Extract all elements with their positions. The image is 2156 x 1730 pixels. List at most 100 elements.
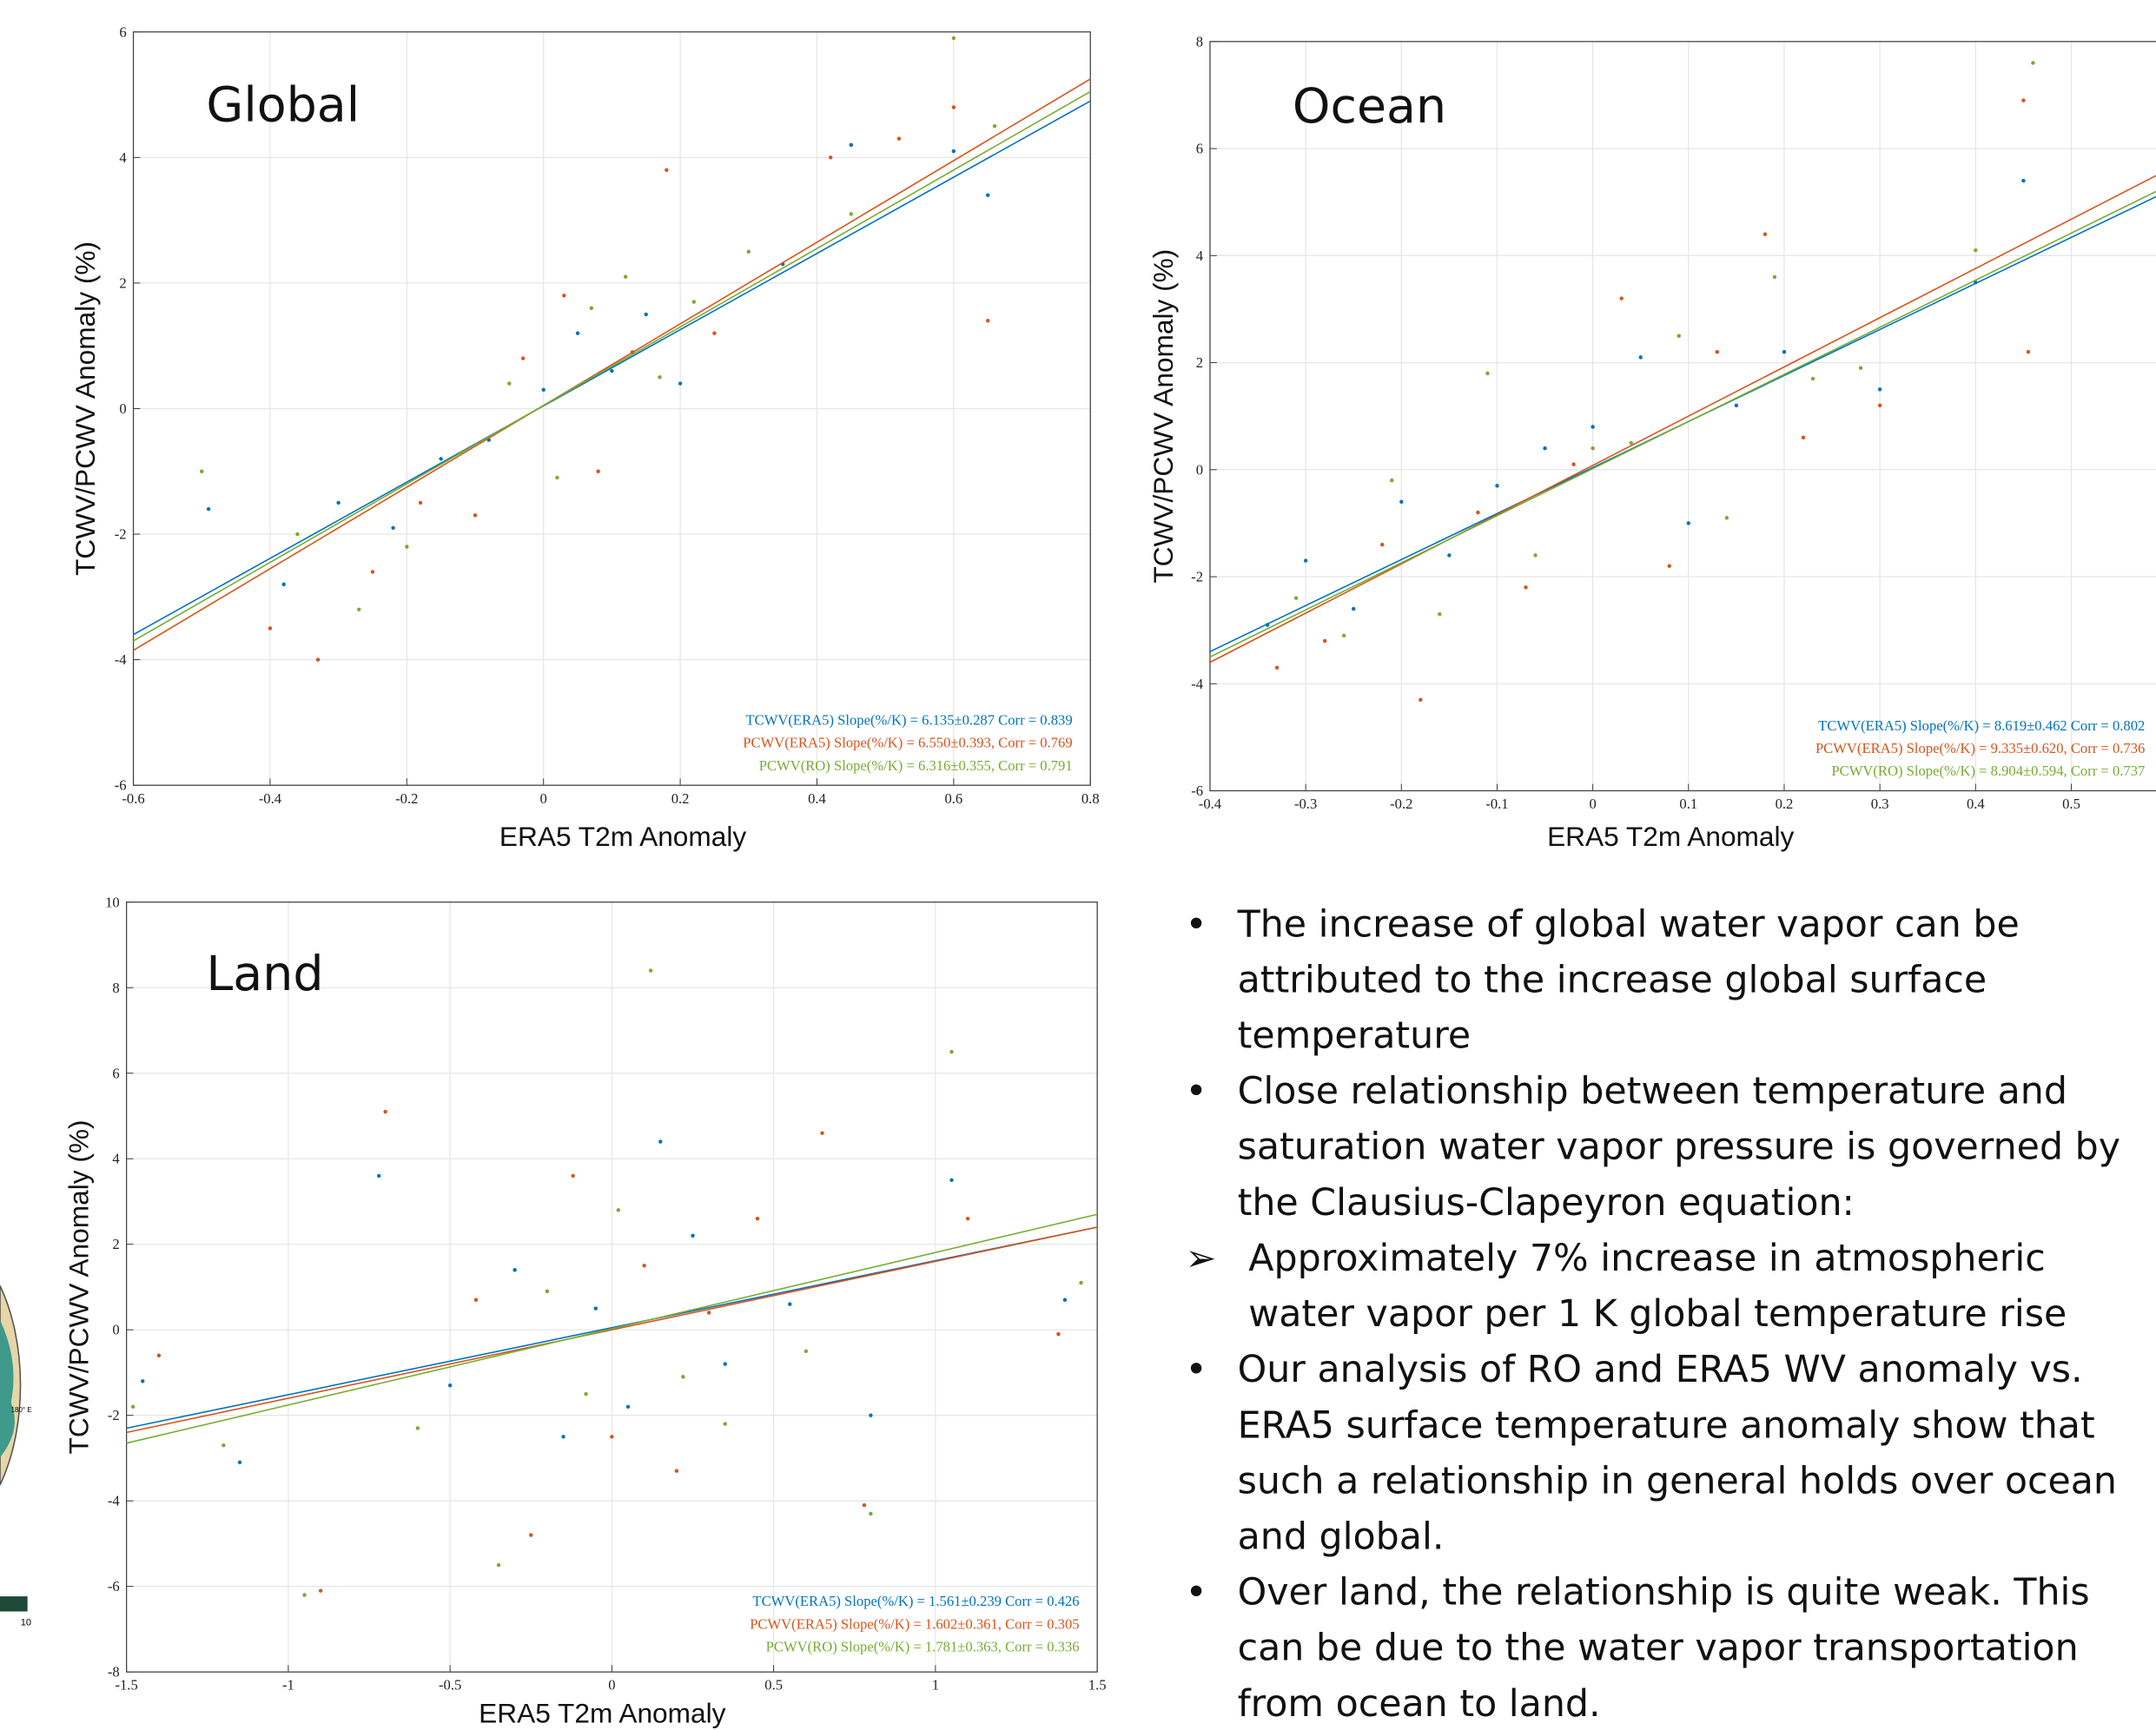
scatter-point: [1275, 666, 1279, 670]
scatter-point: [157, 1354, 161, 1357]
scatter-point: [1571, 462, 1575, 466]
scatter-point: [1725, 516, 1729, 519]
x-axis-label: ERA5 T2m Anomaly: [479, 1698, 725, 1729]
bullet-text: water vapor per 1 K global temperature r…: [1248, 1292, 2067, 1336]
y-tick-label: -4: [108, 1493, 121, 1509]
scatter-point: [302, 1593, 306, 1596]
colorbar: [0, 1596, 28, 1611]
lon-label: 180° E: [11, 1406, 32, 1414]
scatter-point: [590, 307, 593, 310]
scatter-point: [1485, 372, 1489, 375]
x-tick-label: 0.2: [1776, 796, 1794, 812]
scatter-point: [804, 1350, 808, 1353]
y-tick-label: -4: [115, 651, 128, 668]
scatter-point: [2021, 98, 2025, 102]
scatter-point: [952, 105, 956, 109]
bullet-text: Over land, the relationship is quite wea…: [1238, 1571, 2090, 1614]
scatter-point: [405, 545, 408, 548]
bullet-text: The increase of global water vapor can b…: [1237, 902, 2020, 946]
scatter-point: [986, 193, 989, 196]
bullet-text: from ocean to land.: [1238, 1682, 1601, 1726]
scatter-point: [507, 381, 511, 385]
bullet-text: ERA5 surface temperature anomaly show th…: [1238, 1403, 2095, 1447]
colorbar-label: 10: [21, 1617, 31, 1628]
scatter-point: [869, 1512, 872, 1515]
fit-annotation: TCWV(ERA5) Slope(%/K) = 6.135±0.287 Corr…: [746, 712, 1073, 729]
fit-annotation: TCWV(ERA5) Slope(%/K) = 1.561±0.239 Corr…: [752, 1593, 1079, 1609]
scatter-point: [675, 1469, 678, 1472]
scatter-point: [1447, 553, 1451, 557]
chart-title: Global: [206, 78, 360, 134]
x-tick-label: -0.2: [395, 790, 418, 807]
map-fragment: 180° E 10: [0, 1285, 31, 1628]
scatter-point: [1543, 446, 1546, 450]
scatter-point: [658, 1139, 662, 1143]
x-tick-label: -0.3: [1294, 796, 1317, 812]
x-tick-label: -0.4: [259, 790, 282, 807]
y-tick-label: -6: [1191, 782, 1203, 799]
y-axis-label: TCWV/PCWV Anomaly (%): [69, 241, 101, 576]
fit-annotation: PCWV(ERA5) Slope(%/K) = 9.335±0.620, Cor…: [1815, 740, 2145, 756]
x-tick-label: -0.5: [439, 1677, 461, 1694]
x-tick-label: 1.5: [1088, 1677, 1107, 1694]
scatter-point: [584, 1392, 587, 1396]
bullet-marker: •: [1185, 902, 1207, 946]
x-tick-label: 0.5: [2062, 796, 2080, 812]
scatter-point: [571, 1174, 574, 1178]
scatter-point: [707, 1311, 711, 1314]
y-tick-label: 6: [119, 23, 126, 40]
y-tick-label: -4: [1191, 676, 1204, 692]
bullet-text: the Clausius-Clapeyron equation:: [1238, 1181, 1855, 1225]
scatter-point: [238, 1461, 241, 1464]
scatter-point: [820, 1131, 823, 1134]
y-tick-label: 8: [1196, 33, 1203, 50]
scatter-point: [131, 1405, 135, 1409]
scatter-point: [391, 526, 394, 530]
chart: -0.4-0.3-0.2-0.100.10.20.30.40.50.6-6-4-…: [1147, 33, 2156, 851]
scatter-point: [1591, 446, 1594, 450]
scatter-point: [1438, 612, 1441, 616]
scatter-point: [1677, 334, 1681, 338]
scatter-point: [1390, 479, 1393, 482]
scatter-point: [649, 968, 652, 972]
scatter-point: [788, 1302, 791, 1305]
plot-area: [1210, 42, 2156, 791]
y-tick-label: -6: [115, 777, 127, 794]
scatter-point: [268, 626, 272, 630]
y-axis-label: TCWV/PCWV Anomaly (%): [1147, 249, 1179, 584]
scatter-point: [993, 124, 996, 128]
bullet-list: • The increase of global water vapor can …: [1185, 902, 2120, 1726]
scatter-point: [1878, 404, 1882, 407]
scatter-point: [562, 294, 565, 297]
slide: 180° E 10 -0.6-0.4-0.200.20.40.60.8-6-4-…: [0, 0, 2156, 1730]
scatter-point: [850, 143, 853, 147]
scatter-point: [383, 1110, 387, 1113]
scatter-point: [377, 1174, 380, 1178]
bullet-text: attributed to the increase global surfac…: [1238, 958, 1987, 1001]
scatter-point: [1639, 355, 1643, 359]
scatter-point: [1773, 275, 1776, 279]
scatter-point: [658, 375, 661, 379]
scatter-point: [336, 501, 340, 505]
x-tick-label: 0.3: [1871, 796, 1889, 812]
y-tick-label: 6: [112, 1065, 119, 1081]
y-tick-label: 2: [112, 1236, 119, 1252]
scatter-point: [1495, 484, 1498, 487]
scatter-point: [561, 1435, 565, 1438]
scatter-point: [2031, 61, 2034, 64]
scatter-point: [1763, 232, 1767, 235]
scatter-point: [419, 501, 422, 505]
scatter-point: [1878, 387, 1882, 391]
y-tick-label: -8: [108, 1664, 120, 1680]
scatter-point: [897, 136, 901, 140]
scatter-point: [1735, 404, 1738, 407]
scatter-point: [952, 149, 956, 153]
x-tick-label: 0.1: [1679, 796, 1697, 812]
x-tick-label: -1: [282, 1677, 294, 1694]
x-tick-label: -0.1: [1485, 796, 1508, 812]
scatter-point: [474, 1298, 478, 1302]
bullet-text: such a relationship in general holds ove…: [1238, 1459, 2117, 1502]
y-tick-label: 0: [112, 1322, 119, 1338]
bullet-text: Close relationship between temperature a…: [1238, 1070, 2067, 1113]
page: 180° E 10 -0.6-0.4-0.200.20.40.60.8-6-4-…: [0, 0, 2156, 1730]
